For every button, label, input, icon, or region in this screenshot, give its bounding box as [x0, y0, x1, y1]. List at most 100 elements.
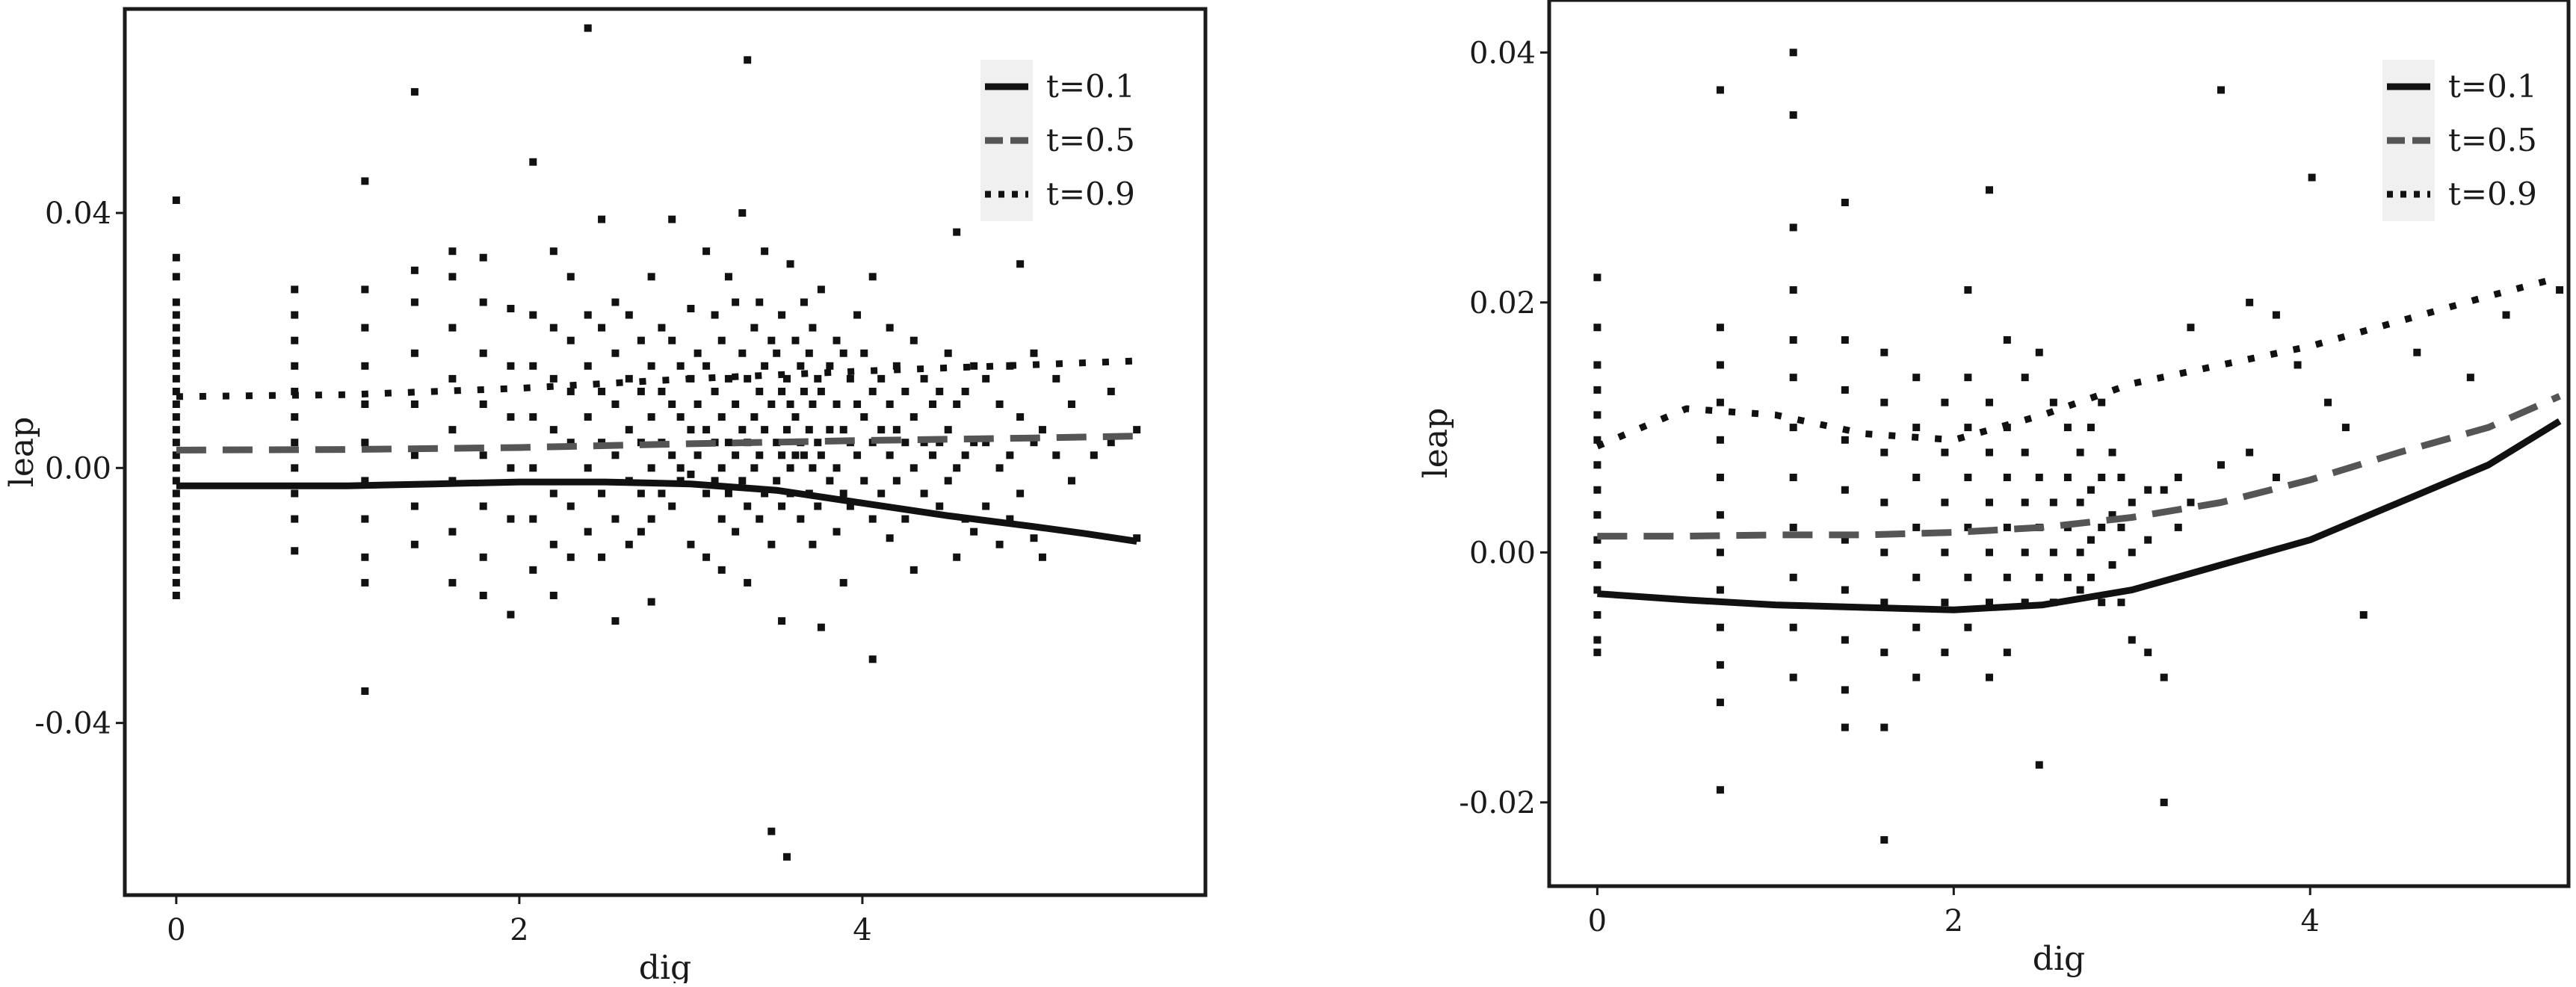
scatter-point [2556, 286, 2564, 294]
y-tick-label: 0.00 [45, 451, 111, 486]
scatter-point [361, 515, 369, 523]
scatter-point [566, 553, 575, 561]
scatter-point [647, 273, 655, 281]
scatter-point [797, 515, 805, 523]
scatter-point [1593, 411, 1601, 419]
scatter-point [1593, 561, 1601, 569]
scatter-point [584, 24, 592, 32]
scatter-point [507, 464, 515, 472]
scatter-point [767, 400, 776, 409]
scatter-point [2035, 761, 2043, 769]
scatter-point [625, 311, 633, 319]
scatter-point [1593, 273, 1601, 282]
scatter-point [1964, 623, 1972, 631]
scatter-point [2108, 561, 2116, 569]
legend: t=0.1 t=0.5 t=0.9 [980, 60, 1135, 221]
scatter-point [647, 598, 655, 606]
scatter-point [2272, 474, 2280, 482]
scatter-point [761, 426, 769, 434]
scatter-point [2160, 486, 2168, 494]
legend-label: t=0.1 [1046, 68, 1135, 105]
scatter-point [2466, 374, 2474, 382]
scatter-point [2087, 573, 2095, 581]
scatter-point [2098, 598, 2106, 607]
scatter-point [717, 515, 726, 523]
scatter-point [1941, 448, 1949, 457]
scatter-point [361, 553, 369, 561]
scatter-point [2108, 448, 2116, 457]
x-tick-label: 2 [1945, 904, 1963, 938]
scatter-point [676, 413, 685, 421]
scatter-point [1593, 586, 1601, 594]
scatter-point [1593, 536, 1601, 544]
scatter-point [2324, 398, 2332, 406]
plot-frame [123, 7, 1208, 897]
scatter-point [172, 566, 180, 574]
scatter-point [2117, 474, 2125, 482]
scatter-point [702, 553, 711, 561]
scatter-point [479, 502, 487, 510]
scatter-point [2128, 498, 2136, 507]
legend-label: t=0.1 [2448, 68, 2537, 105]
scatter-point [637, 489, 645, 498]
scatter-point [702, 247, 711, 256]
scatter-point [724, 439, 732, 447]
scatter-point [2035, 348, 2043, 356]
scatter-point [361, 362, 369, 370]
scatter-point [172, 311, 180, 319]
quantile-line-t01 [1597, 418, 2562, 613]
scatter-point [172, 362, 180, 370]
scatter-point [920, 489, 928, 498]
scatter-point [291, 362, 299, 370]
scatter-point [778, 617, 786, 625]
scatter-point [1880, 398, 1888, 406]
x-tick-label: 0 [1588, 904, 1607, 938]
scatter-point [2035, 474, 2043, 482]
scatter-point [361, 687, 369, 695]
scatter-point [814, 502, 822, 510]
scatter-point [1912, 573, 1921, 581]
x-axis-title: dig [639, 949, 691, 983]
scatter-point [2108, 511, 2116, 519]
scatter-point [361, 177, 369, 185]
scatter-point [953, 400, 961, 409]
scatter-point [410, 540, 418, 548]
scatter-point [791, 413, 800, 421]
scatter-point [172, 387, 180, 395]
scatter-point [1006, 515, 1014, 523]
scatter-point [860, 349, 868, 357]
scatter-point [2359, 611, 2367, 619]
scatter-point [529, 566, 537, 574]
scatter-point [2117, 598, 2125, 607]
quantile-lines [1596, 274, 2562, 613]
scatter-point [886, 400, 894, 409]
scatter-point [611, 617, 620, 625]
scatter-point [833, 527, 841, 536]
scatter-point [1841, 486, 1849, 494]
scatter-point [982, 439, 990, 447]
chart-panel-2: 0 2 4-0.020.000.020.04digleapt=0.1t=0.5t=0… [1417, 0, 2571, 978]
scatter-point [291, 439, 299, 447]
scatter-point [773, 349, 781, 357]
scatter-point [744, 578, 752, 587]
legend-label: t=0.5 [2448, 122, 2537, 158]
scatter-point [687, 540, 695, 548]
scatter-point [2246, 298, 2254, 306]
scatter-point [929, 451, 937, 460]
scatter-point [853, 451, 862, 460]
scatter-point [826, 477, 834, 485]
scatter-point [1789, 523, 1797, 531]
scatter-point [1716, 660, 1724, 669]
scatter-point [172, 439, 180, 447]
scatter-point [1107, 387, 1115, 395]
scatter-point [172, 324, 180, 332]
scatter-point [860, 477, 868, 485]
scatter-point [611, 451, 620, 460]
scatter-point [2341, 424, 2350, 432]
scatter-point [361, 400, 369, 409]
scatter-point [291, 489, 299, 498]
scatter-point [507, 515, 515, 523]
scatter-point [817, 623, 825, 631]
y-tick-label: -0.04 [34, 707, 111, 741]
